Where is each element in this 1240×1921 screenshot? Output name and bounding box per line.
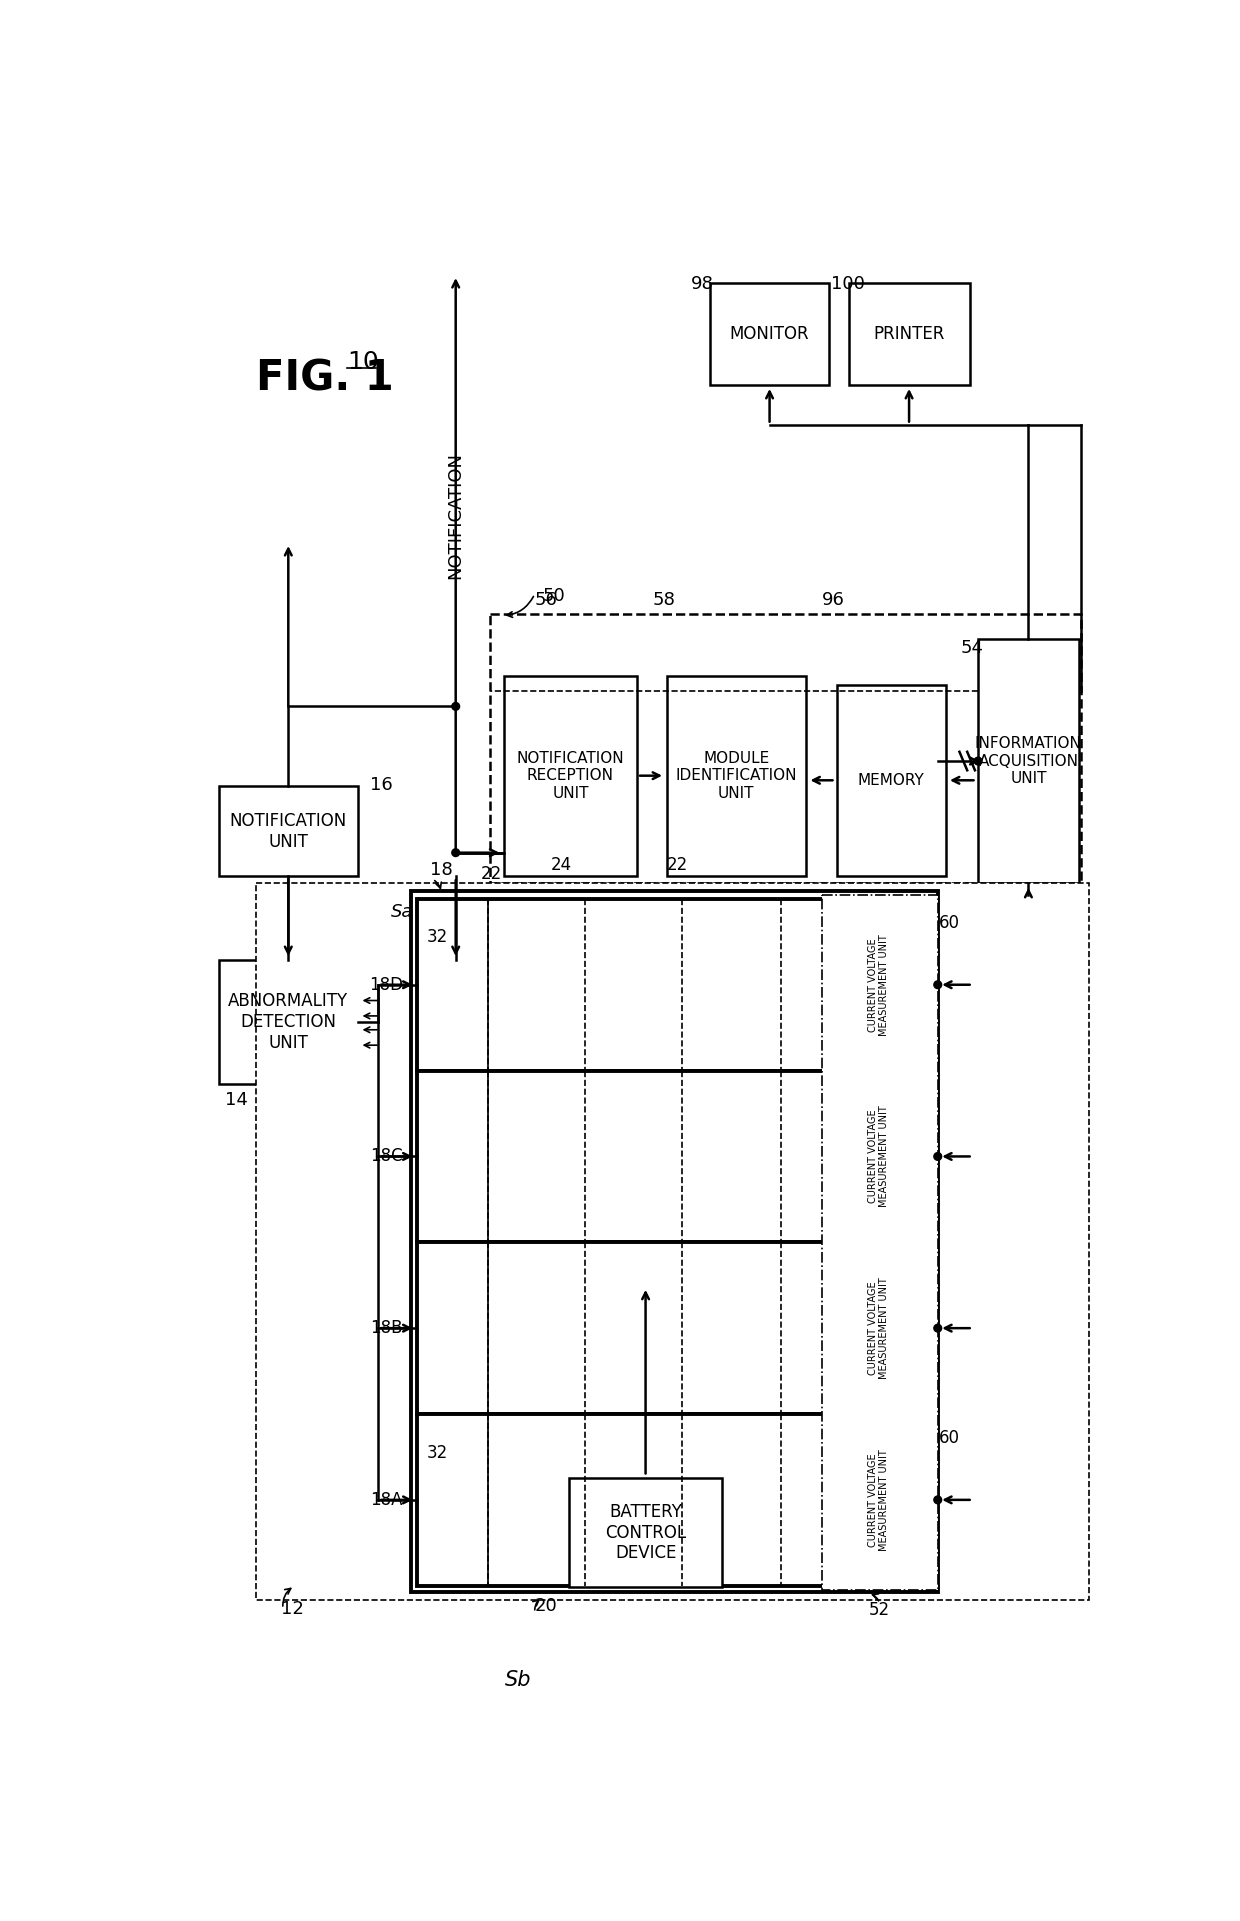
Bar <box>826 899 931 1070</box>
Text: INFORMATION
ACQUISITION
UNIT: INFORMATION ACQUISITION UNIT <box>975 736 1081 786</box>
Bar <box>978 638 1079 884</box>
Text: 58: 58 <box>652 592 676 609</box>
Text: 60: 60 <box>940 1429 960 1447</box>
Text: 18D: 18D <box>370 976 403 993</box>
Text: 22: 22 <box>667 857 688 874</box>
Text: 100: 100 <box>831 275 864 294</box>
Text: FIG. 1: FIG. 1 <box>255 357 393 400</box>
Circle shape <box>975 757 982 765</box>
Bar <box>503 676 637 876</box>
Text: CURRENT VOLTAGE
MEASUREMENT UNIT: CURRENT VOLTAGE MEASUREMENT UNIT <box>868 1106 889 1206</box>
Circle shape <box>934 1324 941 1331</box>
Text: 32: 32 <box>427 1443 448 1462</box>
Text: 60: 60 <box>940 914 960 932</box>
Text: 12: 12 <box>280 1600 304 1617</box>
Bar <box>490 615 1081 884</box>
Text: MODULE
IDENTIFICATION
UNIT: MODULE IDENTIFICATION UNIT <box>676 751 797 801</box>
Bar <box>255 884 1089 1600</box>
Circle shape <box>451 849 460 857</box>
Circle shape <box>451 703 460 711</box>
Text: NOTIFICATION
UNIT: NOTIFICATION UNIT <box>229 813 347 851</box>
Bar <box>821 895 937 1589</box>
Text: PRINTER: PRINTER <box>873 325 945 342</box>
Text: Sb: Sb <box>505 1671 531 1690</box>
Text: 52: 52 <box>869 1600 890 1619</box>
Text: ABNORMALITY
DETECTION
UNIT: ABNORMALITY DETECTION UNIT <box>228 993 348 1053</box>
Bar <box>218 960 358 1083</box>
Bar <box>826 1414 931 1585</box>
Text: CURRENT VOLTAGE
MEASUREMENT UNIT: CURRENT VOLTAGE MEASUREMENT UNIT <box>868 1277 889 1379</box>
Bar <box>410 891 937 1593</box>
Text: BATTERY
CONTROL
DEVICE: BATTERY CONTROL DEVICE <box>605 1502 686 1562</box>
Circle shape <box>934 1153 941 1160</box>
Bar <box>848 282 970 384</box>
Text: 24: 24 <box>551 857 572 874</box>
Bar <box>417 1414 931 1585</box>
Text: 14: 14 <box>224 1091 248 1110</box>
Bar <box>417 1243 931 1414</box>
Bar <box>218 786 358 876</box>
Text: 18C: 18C <box>371 1147 403 1166</box>
Circle shape <box>934 982 941 989</box>
Text: 18: 18 <box>430 861 453 880</box>
Bar <box>569 1477 722 1587</box>
Text: MEMORY: MEMORY <box>858 772 925 788</box>
Text: 56: 56 <box>534 592 558 609</box>
Circle shape <box>934 1496 941 1504</box>
Text: 32: 32 <box>427 928 448 947</box>
Bar <box>417 899 931 1070</box>
Text: 16: 16 <box>371 776 393 793</box>
Text: Sa: Sa <box>392 903 414 920</box>
Text: 18A: 18A <box>371 1491 403 1508</box>
Bar <box>417 1070 931 1243</box>
Bar <box>837 684 945 876</box>
Bar <box>667 676 806 876</box>
Text: 20: 20 <box>534 1596 558 1616</box>
Text: 50: 50 <box>543 586 565 605</box>
Text: CURRENT VOLTAGE
MEASUREMENT UNIT: CURRENT VOLTAGE MEASUREMENT UNIT <box>868 1448 889 1550</box>
Bar <box>826 1070 931 1243</box>
Text: 54: 54 <box>961 638 985 657</box>
Text: NOTIFICATION
RECEPTION
UNIT: NOTIFICATION RECEPTION UNIT <box>517 751 624 801</box>
Text: 98: 98 <box>692 275 714 294</box>
Bar <box>826 1243 931 1414</box>
Text: NOTIFICATION: NOTIFICATION <box>446 451 465 578</box>
Text: MONITOR: MONITOR <box>730 325 810 342</box>
Text: 96: 96 <box>821 592 844 609</box>
Text: 22: 22 <box>481 866 502 884</box>
Bar <box>709 282 830 384</box>
Text: CURRENT VOLTAGE
MEASUREMENT UNIT: CURRENT VOLTAGE MEASUREMENT UNIT <box>868 934 889 1035</box>
Text: 18B: 18B <box>371 1320 403 1337</box>
Text: 10: 10 <box>347 350 379 375</box>
